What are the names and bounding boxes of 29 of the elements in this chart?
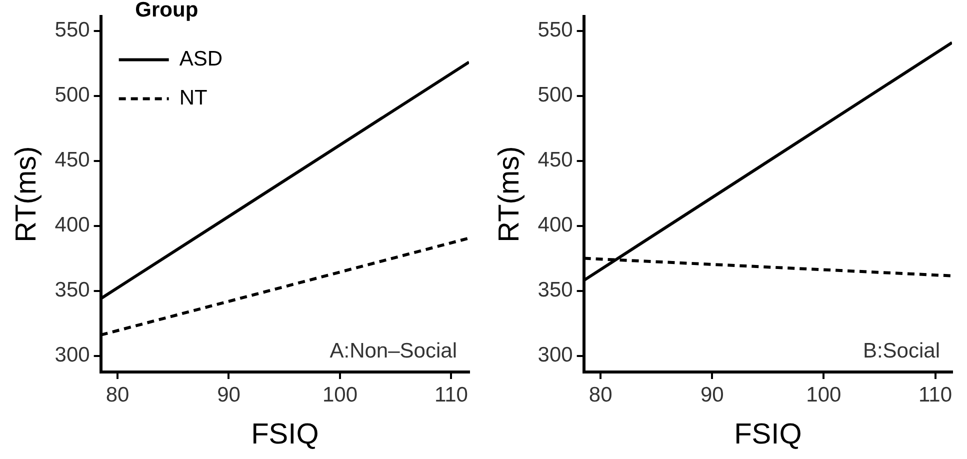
y-tick-label: 400 <box>54 214 90 237</box>
y-tick-label: 550 <box>54 18 90 42</box>
x-axis-title: FSIQ <box>734 418 802 451</box>
y-tick-label: 300 <box>54 344 90 367</box>
y-tick-label: 500 <box>538 84 573 107</box>
y-axis-title: RT(ms) <box>10 146 42 242</box>
y-tick-label: 400 <box>538 214 573 237</box>
annotation: A:Non–Social <box>330 339 457 362</box>
legend-label: NT <box>179 86 208 110</box>
x-tick-label: 90 <box>700 383 724 406</box>
y-tick-label: 300 <box>538 344 573 367</box>
y-tick-label: 350 <box>538 278 573 302</box>
legend-label: ASD <box>179 47 223 70</box>
x-tick-label: 100 <box>322 383 358 406</box>
legend-title: Group <box>135 0 198 22</box>
x-tick-label: 110 <box>918 383 952 406</box>
x-axis-title: FSIQ <box>251 418 319 451</box>
y-tick-label: 450 <box>538 148 573 172</box>
y-tick-label: 500 <box>54 84 90 107</box>
x-tick-label: 100 <box>806 383 842 406</box>
y-tick-label: 350 <box>54 278 90 302</box>
x-tick-label: 90 <box>217 383 240 406</box>
y-tick-label: 550 <box>538 18 573 42</box>
x-tick-label: 110 <box>434 383 468 406</box>
y-tick-label: 450 <box>54 148 90 172</box>
x-tick-label: 80 <box>106 383 130 406</box>
y-axis-title: RT(ms) <box>493 146 526 242</box>
x-tick-label: 80 <box>588 383 612 406</box>
annotation: B:Social <box>862 339 940 362</box>
